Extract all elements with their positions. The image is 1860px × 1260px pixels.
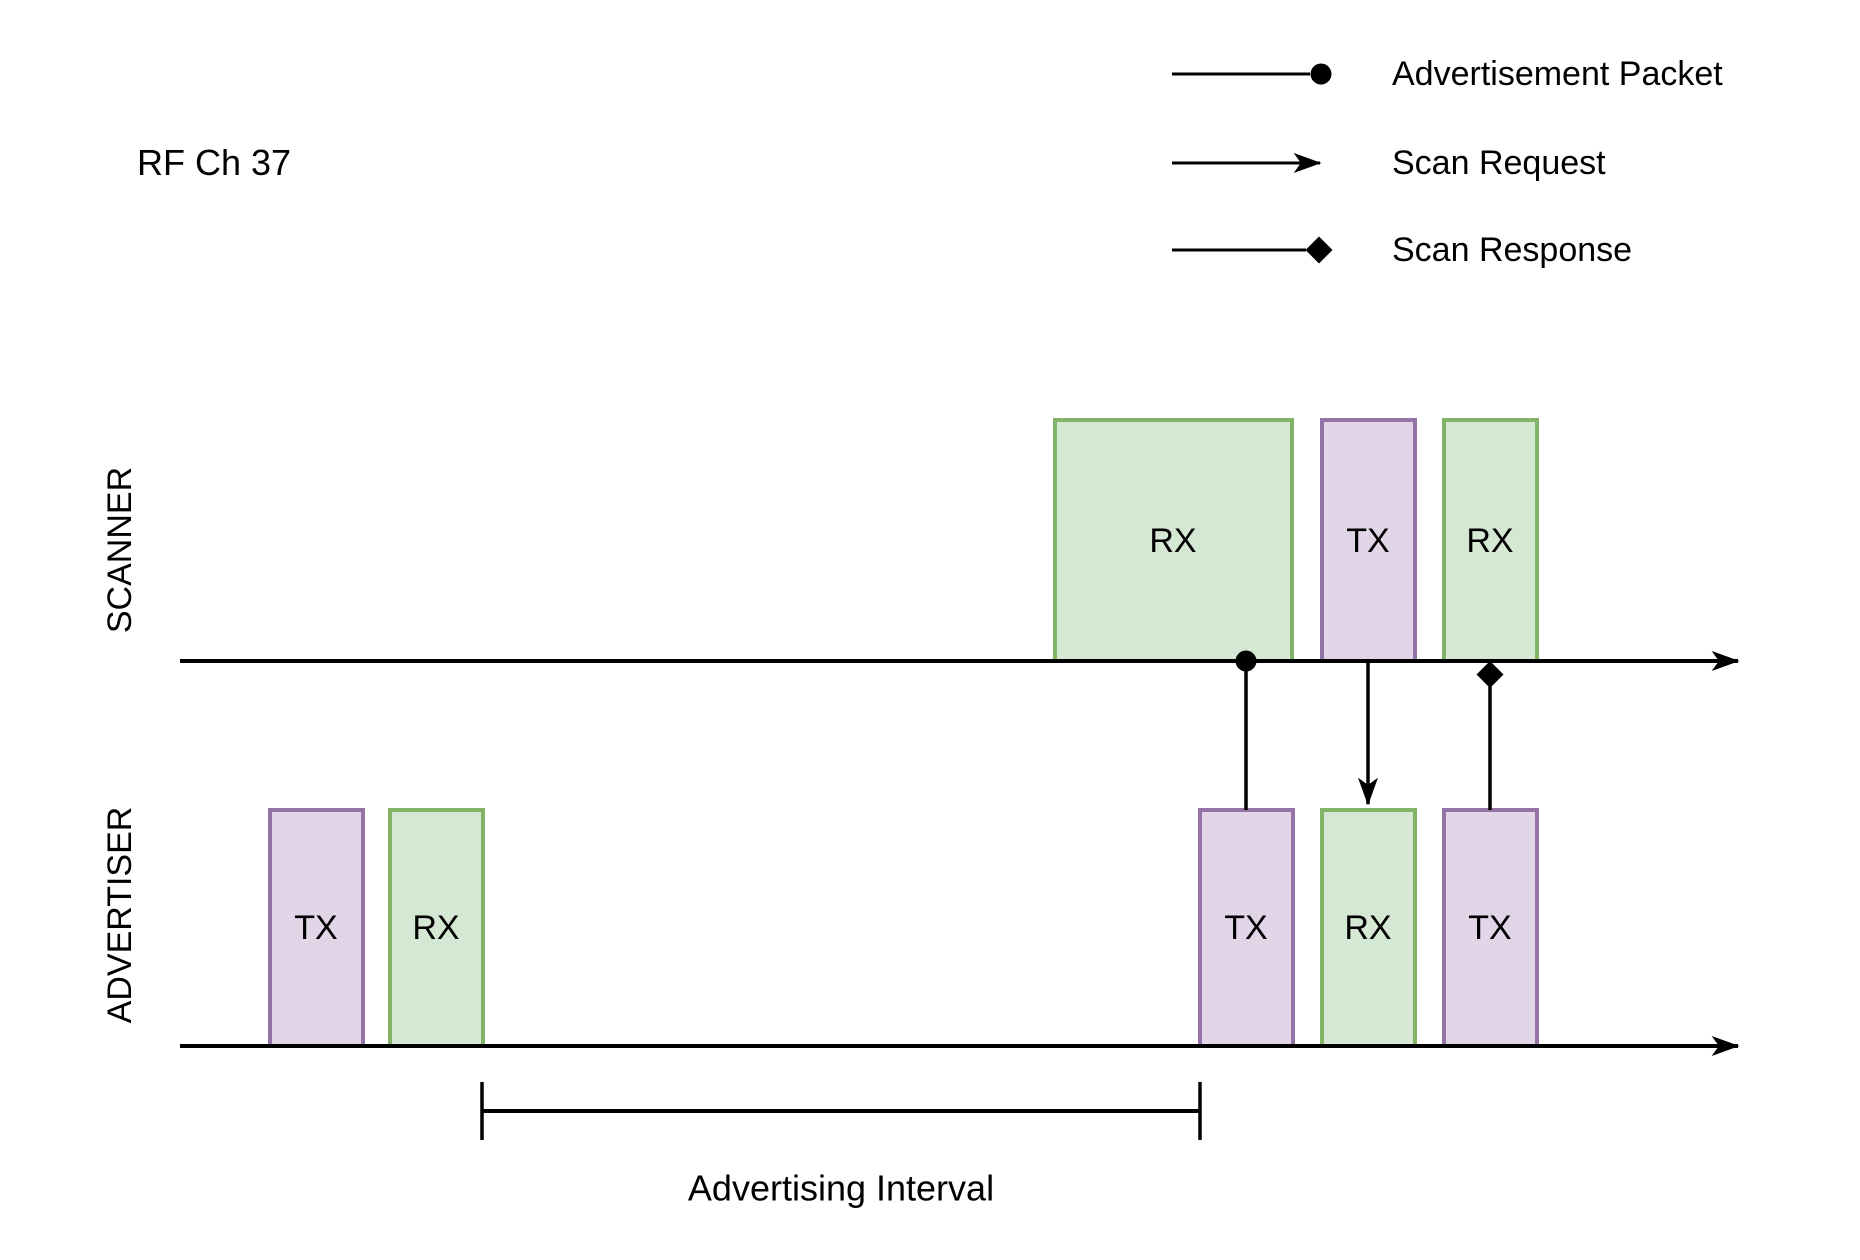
advertiser-rx-label-1: RX [412, 909, 459, 947]
advertiser-lane-label: ADVERTISER [101, 807, 139, 1024]
packet-connectors [1235, 650, 1504, 810]
advertising-interval-label: Advertising Interval [688, 1168, 994, 1209]
advertiser-lane: TX RX TX RX TX [268, 808, 1539, 1048]
advertisement-packet-circle-marker [1235, 650, 1257, 672]
legend-label-scan-response: Scan Response [1392, 231, 1632, 269]
advertising-interval-bracket: Advertising Interval [480, 1082, 1202, 1209]
scanner-rx-label: RX [1466, 522, 1513, 560]
legend-label-advertisement-packet: Advertisement Packet [1392, 55, 1723, 93]
scanner-tx-box [1320, 418, 1417, 663]
scanner-lane-label: SCANNER [101, 467, 139, 633]
scanner-lane: RX TX RX [1053, 418, 1539, 663]
scanner-tx-label: TX [1346, 522, 1389, 560]
scanner-rx-window-label: RX [1149, 522, 1196, 560]
rf-channel-label: RF Ch 37 [137, 142, 291, 183]
advertisement-packet-circle-icon [1310, 63, 1332, 85]
advertiser-rx-label-2: RX [1344, 909, 1391, 947]
advertiser-rx-box-2 [1320, 808, 1417, 1048]
advertiser-tx-label-1: TX [294, 909, 337, 947]
advertiser-tx-label-2: TX [1224, 909, 1267, 947]
scan-response-diamond-marker [1476, 661, 1504, 688]
advertiser-tx-box-3 [1442, 808, 1539, 1048]
scan-response-diamond-icon [1305, 236, 1333, 264]
advertiser-tx-label-3: TX [1468, 909, 1511, 947]
legend: Advertisement Packet Scan Request Scan R… [1172, 55, 1723, 269]
legend-label-scan-request: Scan Request [1392, 144, 1606, 182]
scanner-rx-box [1442, 418, 1539, 663]
scanner-rx-window-box [1053, 418, 1294, 663]
